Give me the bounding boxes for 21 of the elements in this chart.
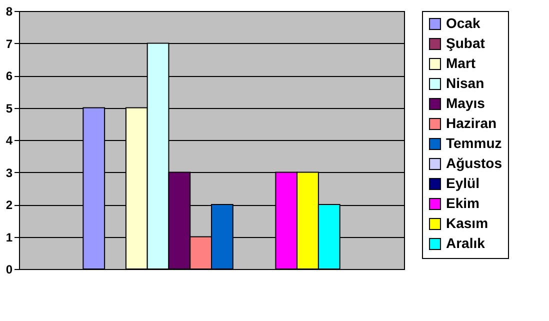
y-tick-label: 0 [6, 262, 13, 276]
y-tick-label: 6 [6, 69, 13, 83]
y-tick-label: 4 [6, 134, 13, 148]
y-tick-label: 2 [6, 198, 13, 212]
legend-label: Aralık [446, 235, 486, 251]
y-tick-label: 1 [6, 230, 13, 244]
y-tick-label: 8 [6, 4, 13, 18]
y-tick-label: 7 [6, 36, 13, 51]
legend-label: Eylül [446, 175, 480, 191]
legend-label: Kasım [446, 215, 488, 231]
legend-label: Ekim [446, 195, 480, 211]
legend-label: Ocak [446, 15, 480, 31]
legend-label: Ağustos [446, 155, 502, 171]
legend-label: Şubat [446, 35, 486, 51]
legend-label: Mart [446, 55, 476, 71]
legend-label: Haziran [446, 115, 497, 131]
y-tick-label: 5 [6, 101, 13, 116]
legend-label: Nisan [446, 75, 484, 91]
y-tick-label: 3 [6, 166, 13, 180]
legend-label: Temmuz [446, 135, 502, 151]
legend-label: Mayıs [446, 95, 486, 111]
